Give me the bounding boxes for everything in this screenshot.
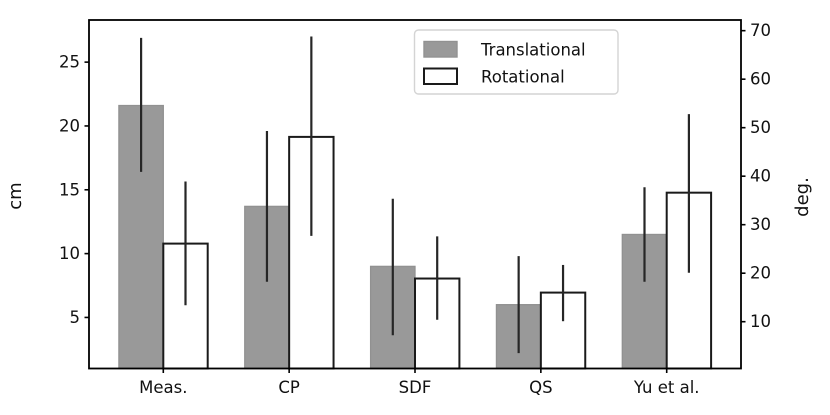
left-axis-tick-label: 25: [59, 53, 80, 72]
right-axis-tick-label: 50: [750, 118, 771, 137]
x-axis-tick-label-2: SDF: [399, 378, 432, 397]
left-axis-tick-label: 10: [59, 244, 80, 263]
left-axis-tick-label: 5: [70, 308, 81, 327]
left-axis-tick-label: 15: [59, 180, 80, 199]
x-axis-tick-label-1: CP: [278, 378, 300, 397]
legend: Translational Rotational: [413, 29, 619, 95]
right-axis-tick-label: 30: [750, 215, 771, 234]
x-axis-tick-label-0: Meas.: [139, 378, 187, 397]
left-axis-tick-label: 20: [59, 116, 80, 135]
legend-swatch-rotational: [423, 67, 458, 85]
right-axis-label: deg.: [792, 177, 813, 217]
right-axis-tick-label: 40: [750, 167, 771, 186]
legend-label-rotational: Rotational: [481, 68, 565, 87]
legend-box: [413, 29, 619, 95]
right-axis-tick-label: 60: [750, 70, 771, 89]
right-axis-tick-label: 20: [750, 264, 771, 283]
legend-label-translational: Translational: [480, 41, 586, 60]
right-axis-tick-label: 10: [750, 312, 771, 331]
right-axis-tick-label: 70: [750, 21, 771, 40]
legend-swatch-translational: [423, 40, 458, 58]
x-axis-tick-label-4: Yu et al.: [633, 378, 700, 397]
left-axis-label: cm: [5, 182, 26, 209]
x-axis-tick-label-3: QS: [529, 378, 552, 397]
